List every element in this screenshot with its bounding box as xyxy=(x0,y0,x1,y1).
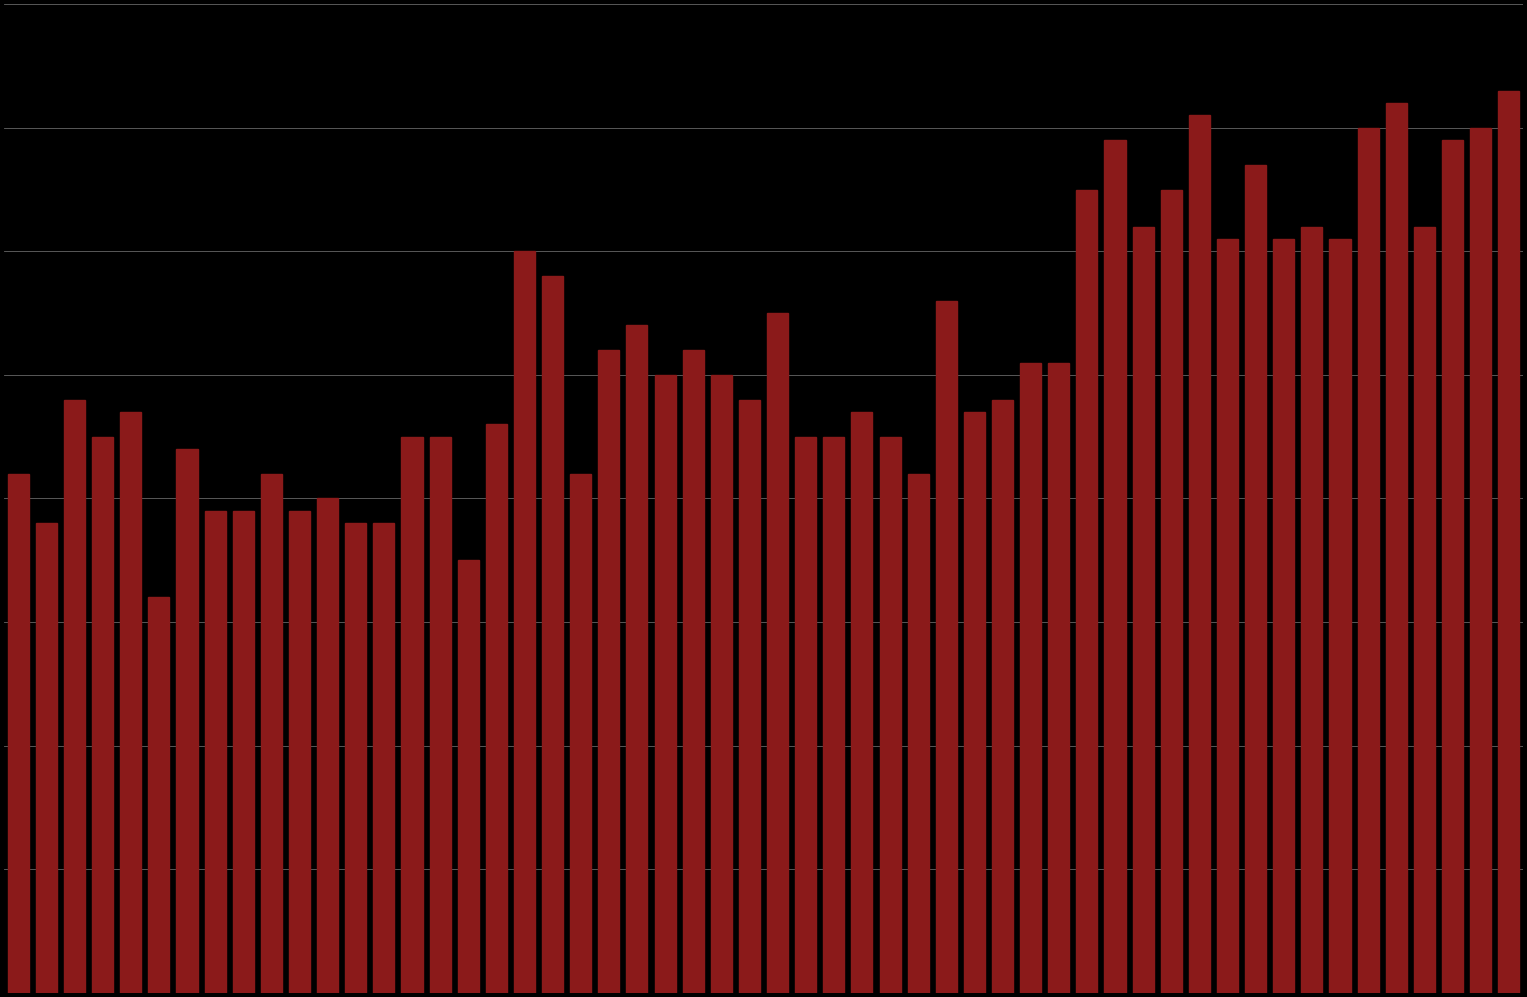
Bar xyxy=(767,313,788,993)
Bar xyxy=(823,437,844,993)
Bar xyxy=(1245,165,1266,993)
Bar xyxy=(177,449,197,993)
Bar xyxy=(1301,226,1322,993)
Bar xyxy=(1104,141,1125,993)
Bar xyxy=(458,560,479,993)
Bar xyxy=(655,375,675,993)
Bar xyxy=(1048,363,1069,993)
Bar xyxy=(1077,189,1098,993)
Bar xyxy=(1217,239,1238,993)
Bar xyxy=(8,474,29,993)
Bar xyxy=(1498,91,1519,993)
Bar xyxy=(964,412,985,993)
Bar xyxy=(1133,226,1154,993)
Bar xyxy=(626,325,647,993)
Bar xyxy=(121,412,142,993)
Bar xyxy=(936,301,957,993)
Bar xyxy=(1190,116,1209,993)
Bar xyxy=(570,474,591,993)
Bar xyxy=(599,350,620,993)
Bar xyxy=(373,523,394,993)
Bar xyxy=(880,437,901,993)
Bar xyxy=(345,523,366,993)
Bar xyxy=(515,251,534,993)
Bar xyxy=(1330,239,1350,993)
Bar xyxy=(796,437,817,993)
Bar xyxy=(852,412,872,993)
Bar xyxy=(1471,128,1492,993)
Bar xyxy=(542,276,563,993)
Bar xyxy=(486,425,507,993)
Bar xyxy=(205,510,226,993)
Bar xyxy=(683,350,704,993)
Bar xyxy=(261,474,282,993)
Bar xyxy=(92,437,113,993)
Bar xyxy=(1161,189,1182,993)
Bar xyxy=(1274,239,1295,993)
Bar xyxy=(64,400,86,993)
Bar xyxy=(739,400,760,993)
Bar xyxy=(907,474,928,993)
Bar xyxy=(1414,226,1435,993)
Bar xyxy=(1020,363,1041,993)
Bar xyxy=(1385,103,1406,993)
Bar xyxy=(993,400,1012,993)
Bar xyxy=(289,510,310,993)
Bar xyxy=(35,523,56,993)
Bar xyxy=(710,375,731,993)
Bar xyxy=(318,498,337,993)
Bar xyxy=(429,437,450,993)
Bar xyxy=(232,510,253,993)
Bar xyxy=(1358,128,1379,993)
Bar xyxy=(402,437,423,993)
Bar xyxy=(1441,141,1463,993)
Bar xyxy=(148,597,169,993)
